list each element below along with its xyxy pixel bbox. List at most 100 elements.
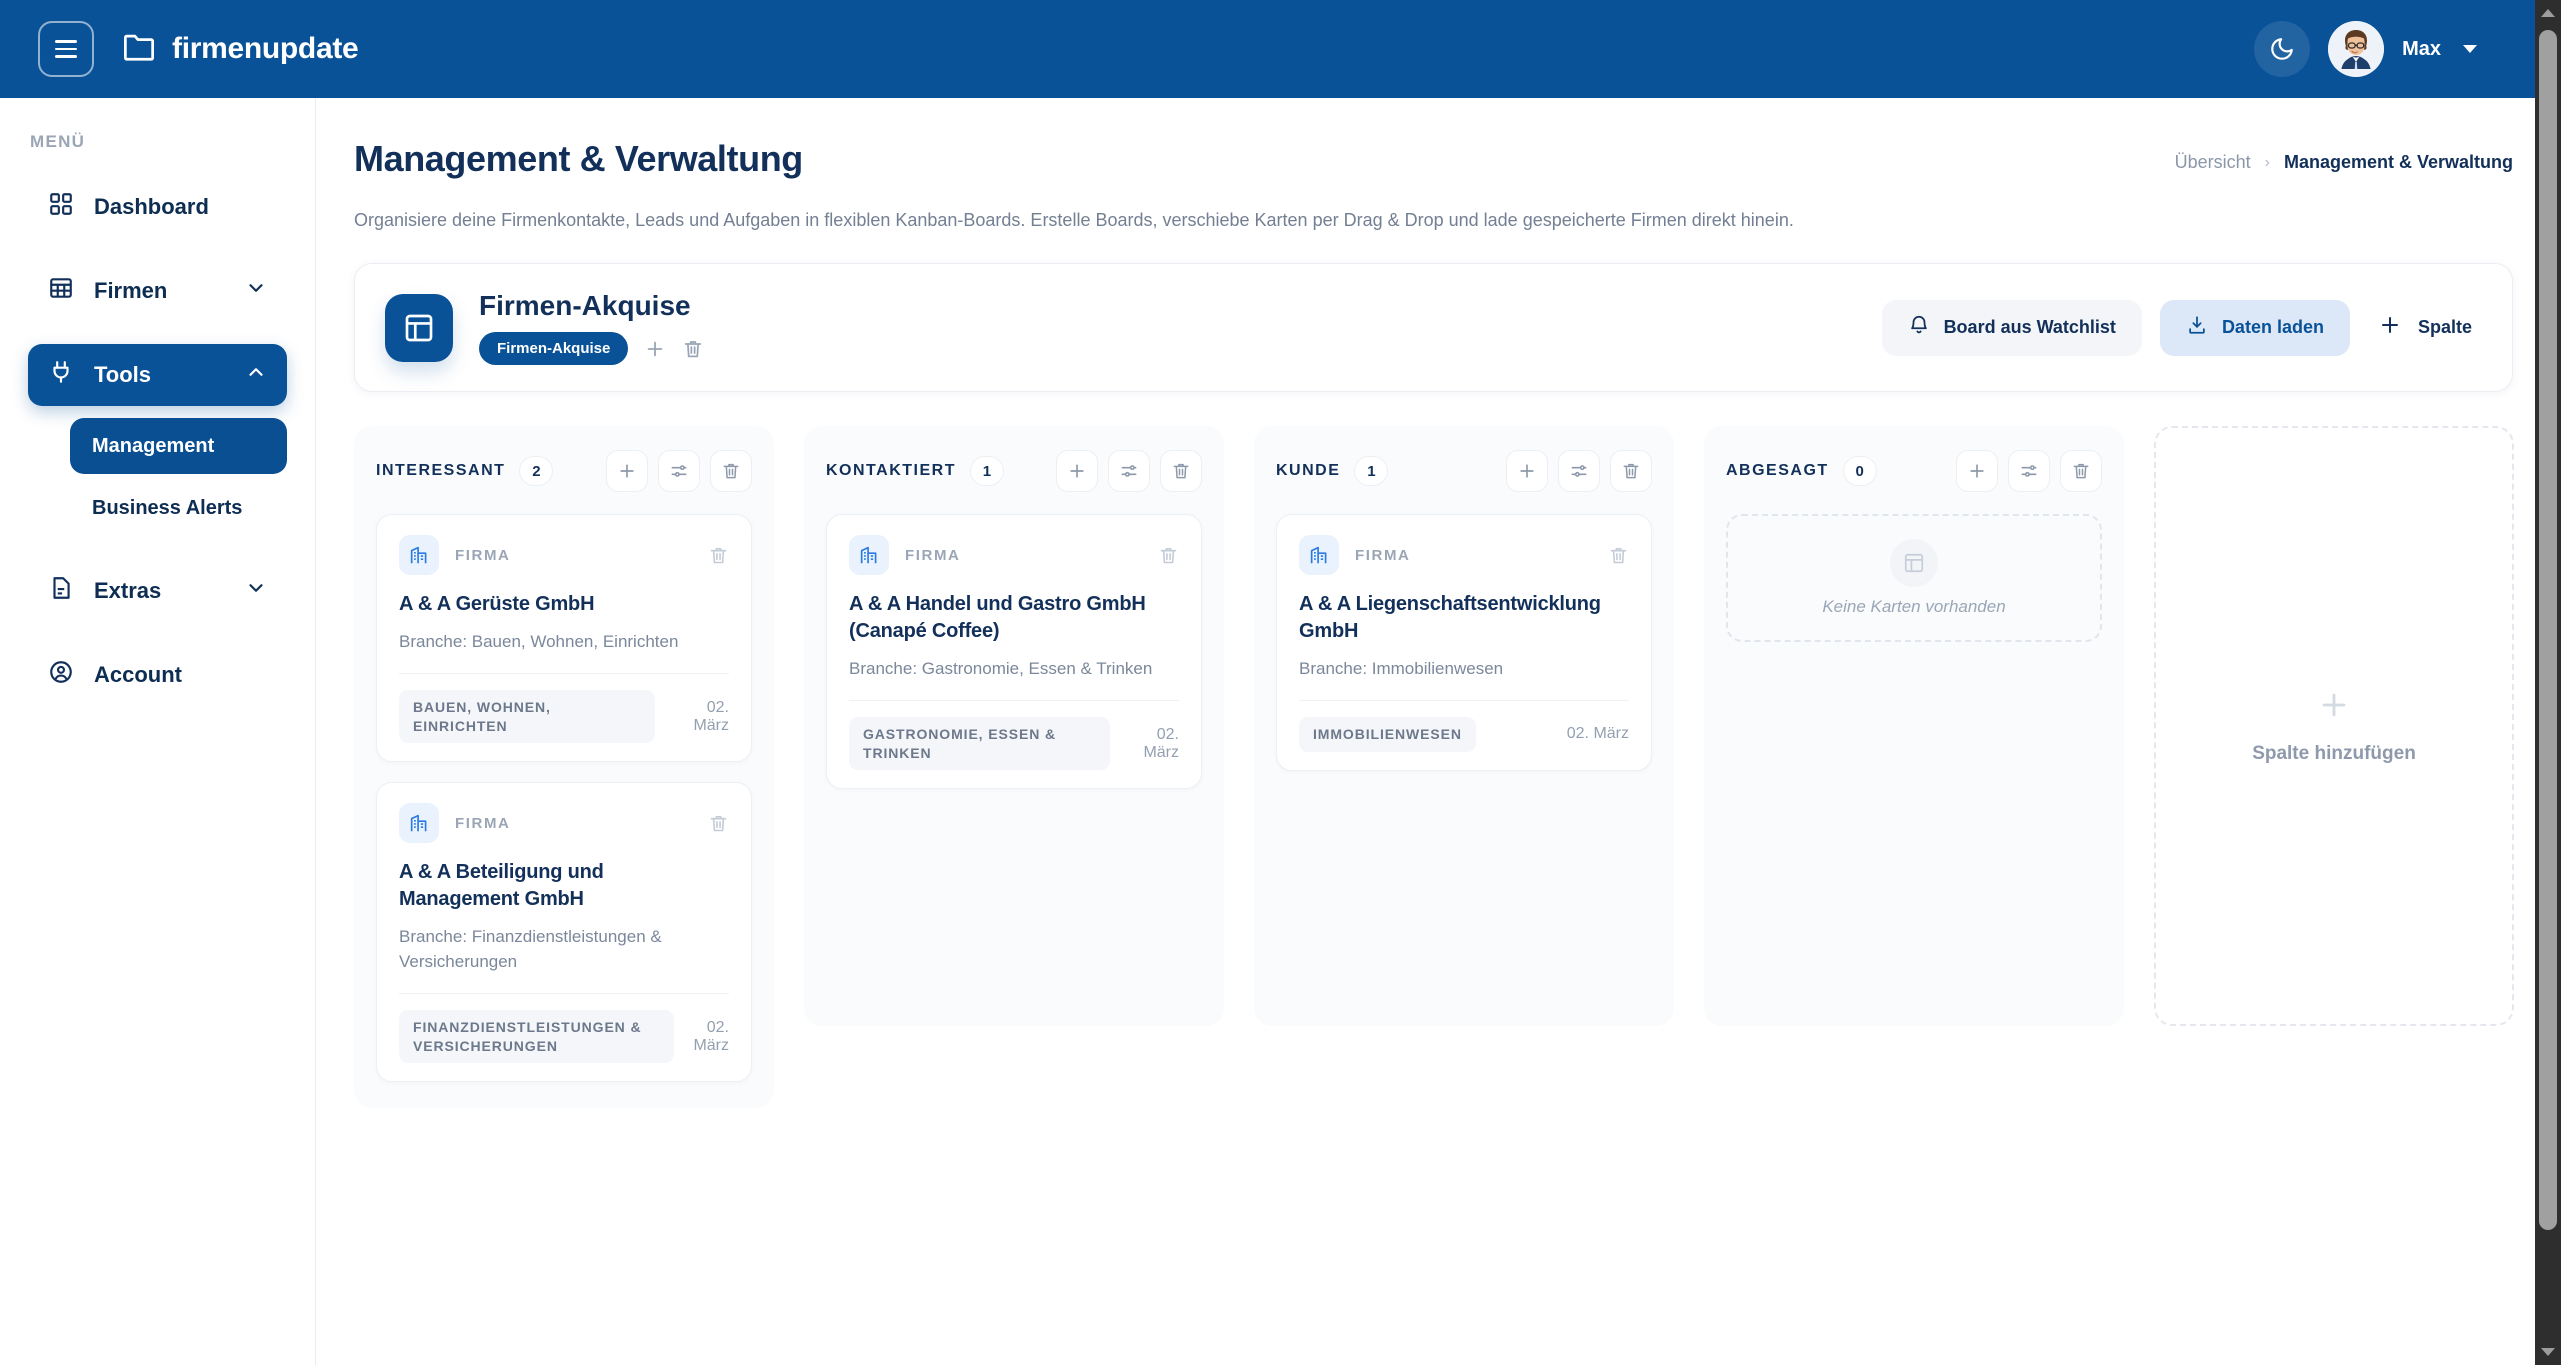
column-sliders-icon[interactable] xyxy=(1558,450,1600,492)
card-footer: FINANZDIENSTLEISTUNGEN & VERSICHERUNGEN 0… xyxy=(399,992,729,1082)
building-icon xyxy=(1299,535,1339,575)
chevron-down-icon xyxy=(245,577,267,605)
column-sliders-icon[interactable] xyxy=(2008,450,2050,492)
column-empty-label: Keine Karten vorhanden xyxy=(1822,597,2006,616)
column-plus-icon[interactable] xyxy=(606,450,648,492)
download-icon xyxy=(2186,314,2208,341)
card-category-chip: IMMOBILIENWESEN xyxy=(1299,716,1476,752)
sidebar-item-tools[interactable]: Tools xyxy=(28,344,287,406)
column-trash-icon[interactable] xyxy=(710,450,752,492)
add-column-placeholder-label: Spalte hinzufügen xyxy=(2252,742,2416,764)
card-header: FIRMA xyxy=(399,803,729,844)
board-name: Firmen-Akquise xyxy=(479,290,691,321)
avatar[interactable] xyxy=(2328,21,2385,77)
chevron-up-icon xyxy=(245,361,267,389)
card-date: 02. März xyxy=(1143,725,1179,761)
sidebar-item-label: Firmen xyxy=(94,278,168,303)
sidebar-item-extras[interactable]: Extras xyxy=(28,560,287,622)
chevron-down-icon[interactable] xyxy=(2463,45,2477,53)
brand-title: firmenupdate xyxy=(172,32,359,65)
column-empty-state: Keine Karten vorhanden xyxy=(1726,514,2102,642)
card-trash-icon[interactable] xyxy=(708,545,729,566)
kanban-card[interactable]: FIRMA A & A Liegenschaftsentwicklung GmbH… xyxy=(1276,514,1652,771)
load-data-button[interactable]: Daten laden xyxy=(2159,299,2350,356)
add-column-placeholder[interactable]: Spalte hinzufügen xyxy=(2154,426,2514,1026)
card-footer: IMMOBILIENWESEN 02. März xyxy=(1299,699,1629,770)
sidebar-subitem-label: Management xyxy=(92,434,215,457)
hamburger-icon[interactable] xyxy=(38,21,94,77)
kanban-column: KUNDE 1 FIRMA A & A Liegenschaftsentwicklun… xyxy=(1254,426,1674,1026)
column-count-badge: 2 xyxy=(519,456,554,486)
card-branche: Branche: Bauen, Wohnen, Einrichten xyxy=(399,632,679,651)
kanban-column: INTERESSANT 2 FIRMA A & A Gerüste GmbH Branc… xyxy=(354,426,774,1109)
column-sliders-icon[interactable] xyxy=(1108,450,1150,492)
sidebar-subitem-business-alerts[interactable]: Business Alerts xyxy=(70,480,287,536)
load-data-label: Daten laden xyxy=(2221,317,2324,337)
kanban-column: KONTAKTIERT 1 FIRMA A & A Handel und Gastro… xyxy=(804,426,1224,1026)
card-header: FIRMA xyxy=(849,535,1179,575)
card-footer: GASTRONOMIE, ESSEN & TRINKEN 02. März xyxy=(849,699,1179,789)
trash-icon[interactable] xyxy=(682,338,704,360)
column-count-badge: 1 xyxy=(1354,456,1389,486)
kanban-card[interactable]: FIRMA A & A Handel und Gastro GmbH (Canap… xyxy=(826,514,1202,790)
breadcrumb-separator: › xyxy=(2264,153,2270,171)
board-tag[interactable]: Firmen-Akquise xyxy=(479,332,629,365)
breadcrumb: Übersicht › Management & Verwaltung xyxy=(2175,138,2513,173)
page-header: Management & Verwaltung Übersicht › Mana… xyxy=(354,138,2513,180)
column-header: INTERESSANT 2 xyxy=(376,448,752,494)
top-bar: firmenupdate Max xyxy=(0,0,2561,98)
building-icon xyxy=(849,535,889,575)
sidebar-item-account[interactable]: Account xyxy=(28,644,287,706)
breadcrumb-parent[interactable]: Übersicht xyxy=(2174,152,2251,172)
add-column-button[interactable]: Spalte xyxy=(2368,300,2482,356)
sidebar-subitem-label: Business Alerts xyxy=(92,496,243,519)
column-plus-icon[interactable] xyxy=(1506,450,1548,492)
brand[interactable]: firmenupdate xyxy=(122,32,359,67)
scroll-up-arrow[interactable] xyxy=(2535,0,2561,26)
kanban-card[interactable]: FIRMA A & A Gerüste GmbH Branche: Bauen, W… xyxy=(376,514,752,763)
card-header: FIRMA xyxy=(399,535,729,575)
vertical-scrollbar[interactable] xyxy=(2535,0,2561,1365)
plus-icon[interactable] xyxy=(644,338,666,360)
card-title: A & A Liegenschaftsentwicklung GmbH xyxy=(1299,593,1601,642)
column-trash-icon[interactable] xyxy=(1160,450,1202,492)
card-type-label: FIRMA xyxy=(1355,546,1411,564)
scroll-down-arrow[interactable] xyxy=(2535,1339,2561,1365)
column-tools xyxy=(606,450,752,492)
user-name[interactable]: Max xyxy=(2402,37,2441,60)
card-date: 02. März xyxy=(1566,725,1629,743)
plus-icon xyxy=(2317,688,2351,727)
column-sliders-icon[interactable] xyxy=(658,450,700,492)
card-category-chip: GASTRONOMIE, ESSEN & TRINKEN xyxy=(849,716,1111,771)
card-type-label: FIRMA xyxy=(455,546,511,564)
building-icon xyxy=(399,803,439,844)
column-trash-icon[interactable] xyxy=(1610,450,1652,492)
sidebar-subitem-management[interactable]: Management xyxy=(70,418,287,474)
card-title: A & A Gerüste GmbH xyxy=(399,593,595,615)
card-branche: Branche: Finanzdienstleistungen & Versic… xyxy=(399,927,662,972)
moon-icon[interactable] xyxy=(2254,21,2311,77)
board-tag-row: Firmen-Akquise xyxy=(479,332,704,365)
kanban-board: INTERESSANT 2 FIRMA A & A Gerüste GmbH Branc… xyxy=(354,426,2514,1109)
sidebar-item-dashboard[interactable]: Dashboard xyxy=(28,176,287,238)
column-title: KONTAKTIERT xyxy=(826,462,956,479)
column-plus-icon[interactable] xyxy=(1056,450,1098,492)
card-trash-icon[interactable] xyxy=(1608,545,1629,566)
column-tools xyxy=(1956,450,2102,492)
folder-icon xyxy=(122,32,156,67)
sidebar-item-firmen[interactable]: Firmen xyxy=(28,260,287,322)
card-title: A & A Handel und Gastro GmbH (Canapé Cof… xyxy=(849,593,1146,642)
card-trash-icon[interactable] xyxy=(708,813,729,834)
layout-board-icon xyxy=(1890,539,1938,587)
column-plus-icon[interactable] xyxy=(1956,450,1998,492)
scrollbar-thumb[interactable] xyxy=(2539,30,2557,1230)
card-title: A & A Beteiligung und Management GmbH xyxy=(399,861,604,911)
chevron-down-icon xyxy=(245,277,267,305)
column-header: KUNDE 1 xyxy=(1276,448,1652,494)
table-icon xyxy=(48,275,74,307)
board-watchlist-button[interactable]: Board aus Watchlist xyxy=(1881,299,2142,356)
card-category-chip: BAUEN, WOHNEN, EINRICHTEN xyxy=(399,689,656,744)
card-trash-icon[interactable] xyxy=(1158,545,1179,566)
column-trash-icon[interactable] xyxy=(2060,450,2102,492)
kanban-card[interactable]: FIRMA A & A Beteiligung und Management Gm… xyxy=(376,782,752,1083)
